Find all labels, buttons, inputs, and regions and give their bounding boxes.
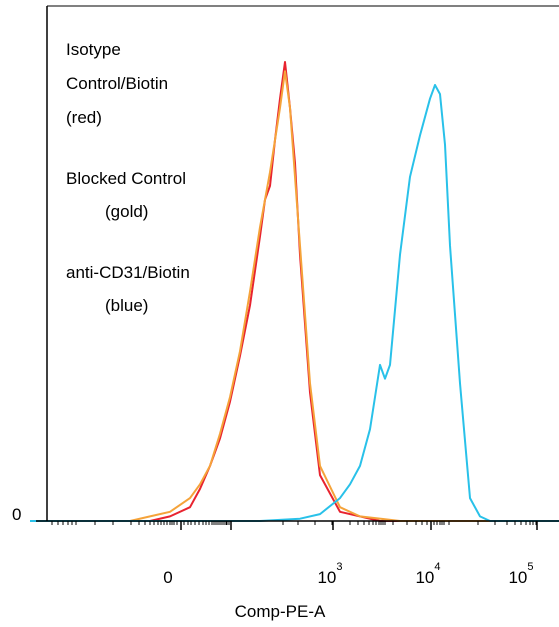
x-tick-label: 105 [508, 561, 533, 587]
x-tick-label: 104 [415, 561, 440, 587]
y-tick-label: 0 [12, 505, 21, 524]
legend-entry-3-line: (blue) [105, 296, 148, 315]
series-line-2 [30, 70, 559, 522]
x-tick-label: 0 [163, 568, 172, 587]
tick-labels-layer: 0 103 104 105 0 [12, 505, 534, 587]
axes-layer [36, 5, 559, 530]
legend-entry-2-line: Blocked Control [66, 169, 186, 188]
legend-entry-1-line: Control/Biotin [66, 74, 168, 93]
legend-layer: Isotype Control/Biotin (red) Blocked Contro… [66, 40, 190, 315]
legend-entry-2-line: (gold) [105, 202, 148, 221]
x-tick-label: 103 [317, 561, 342, 587]
legend-entry-1-line: Isotype [66, 40, 121, 59]
series-layer [30, 61, 559, 522]
legend-entry-1-line: (red) [66, 108, 102, 127]
series-line-3 [30, 84, 559, 522]
x-axis-title: Comp-PE-A [235, 602, 326, 621]
series-line-1 [30, 61, 559, 522]
legend-entry-3-line: anti-CD31/Biotin [66, 263, 190, 282]
